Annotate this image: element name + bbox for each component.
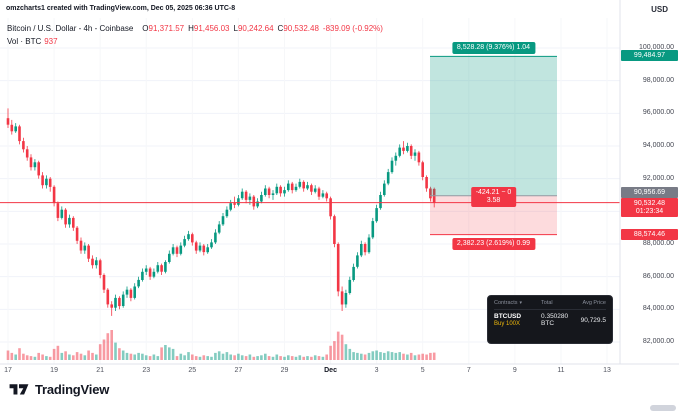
open-value: 91,371.57 <box>148 24 185 33</box>
volume-label: Vol · BTC <box>7 37 42 46</box>
tradingview-footer[interactable]: TradingView <box>8 381 109 397</box>
chart-attribution: omzcharts1 created with TradingView.com,… <box>6 5 236 12</box>
price-axis-label: 96,000.00 <box>642 109 674 117</box>
time-axis-label: 21 <box>96 367 105 374</box>
time-axis-label: 25 <box>188 367 197 374</box>
price-axis-label: 88,000.00 <box>642 240 674 247</box>
position-pnl-handle[interactable]: -424.21 − 0 3.58 <box>470 186 517 207</box>
price-axis-label: 82,000.00 <box>642 338 674 345</box>
position-row[interactable]: BTCUSD Buy 100X 0.350280 BTC 90,729.5 <box>494 313 606 327</box>
tradingview-logo-text: TradingView <box>35 381 110 397</box>
position-pnl-line2: 3.58 <box>486 196 501 204</box>
broker-panel-header: Contracts ▾ Total Avg Price <box>494 300 606 306</box>
time-axis-label: 11 <box>557 367 565 374</box>
last-price-value: 90,532.48 <box>633 199 666 207</box>
position-target-handle[interactable]: 8,528.28 (9.376%) 1.04 <box>451 42 536 55</box>
position-avg-price: 90,729.5 <box>580 316 606 324</box>
tradingview-logo-icon <box>9 384 29 395</box>
change-value: -839.09 (-0.92%) <box>322 24 383 33</box>
avg-price-column-header: Avg Price <box>582 300 606 306</box>
time-axis-label: 29 <box>280 367 289 374</box>
close-value: 90,532.48 <box>283 24 319 33</box>
position-stop-label: 2,382.23 (2.619%) 0.99 <box>456 239 531 247</box>
close-label: C <box>277 24 284 33</box>
time-axis-label: 23 <box>142 367 151 374</box>
broker-positions-panel: Contracts ▾ Total Avg Price BTCUSD Buy 10… <box>487 295 613 344</box>
symbol-title: Bitcoin / U.S. Dollar - 4h - Coinbase <box>7 24 134 33</box>
time-axis-label: 7 <box>466 367 471 374</box>
volume-value: 937 <box>44 37 58 46</box>
high-label: H <box>188 24 194 33</box>
time-axis-label: 5 <box>420 367 425 374</box>
time-axis[interactable]: 17 19 21 23 25 27 29 Dec 3 5 7 9 11 13 <box>0 364 620 380</box>
target-price-axis-badge: 99,484.97 <box>621 50 678 62</box>
symbol-legend[interactable]: Bitcoin / U.S. Dollar - 4h - Coinbase O91… <box>7 24 383 33</box>
stop-price-axis-badge: 88,574.46 <box>621 228 678 240</box>
price-axis-label: 98,000.00 <box>642 76 674 84</box>
price-axis-label: 100,000.00 <box>638 44 674 51</box>
horizontal-scrollbar-thumb[interactable] <box>650 405 676 411</box>
position-side-leverage: Buy 100X <box>494 321 521 327</box>
low-value: 90,242.64 <box>237 24 274 33</box>
time-axis-label: 9 <box>512 367 517 374</box>
position-total: 0.350280 BTC <box>541 313 569 327</box>
price-axis-label: 94,000.00 <box>642 142 674 149</box>
time-axis-label: 13 <box>603 367 611 374</box>
position-pnl-line1: -424.21 − 0 <box>475 188 512 196</box>
volume-legend[interactable]: Vol · BTC 937 <box>7 37 58 46</box>
bar-countdown: 01:23:34 <box>635 207 664 215</box>
price-axis-label: 84,000.00 <box>642 305 674 313</box>
panel-divider <box>494 309 606 310</box>
time-axis-label: 27 <box>234 367 243 374</box>
contracts-dropdown[interactable]: Contracts ▾ <box>494 300 541 306</box>
entry-price-axis-badge: 90,956.69 <box>621 186 678 198</box>
last-price-axis-badge: 90,532.48 01:23:34 <box>621 197 678 217</box>
currency-axis-label[interactable]: USD <box>651 5 668 14</box>
position-stop-handle[interactable]: 2,382.23 (2.619%) 0.99 <box>451 237 536 250</box>
price-axis-label: 92,000.00 <box>642 174 674 182</box>
position-target-label: 8,528.28 (9.376%) 1.04 <box>456 44 531 52</box>
total-column-header: Total <box>541 300 553 306</box>
contracts-label: Contracts <box>494 300 518 306</box>
high-value: 91,456.03 <box>193 24 230 33</box>
time-axis-label: Dec <box>324 367 337 374</box>
time-axis-label: 17 <box>4 367 12 374</box>
time-axis-label: 19 <box>50 367 58 374</box>
position-symbol: BTCUSD <box>494 313 522 320</box>
price-axis-label: 86,000.00 <box>642 272 674 280</box>
time-axis-label: 3 <box>374 367 379 374</box>
chevron-down-icon: ▾ <box>519 300 523 306</box>
open-label: O <box>142 24 149 33</box>
low-label: L <box>233 24 238 33</box>
